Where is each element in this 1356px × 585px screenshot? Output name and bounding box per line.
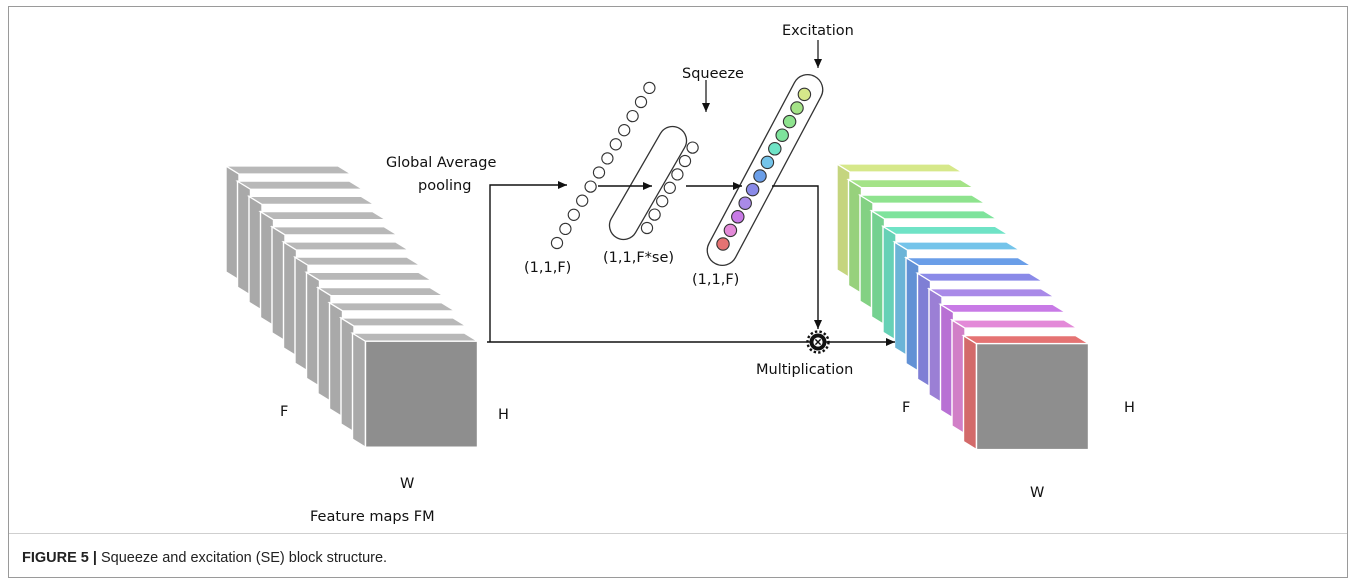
vector-node: [559, 222, 572, 236]
caption-separator: [9, 533, 1347, 534]
vector-node: [753, 169, 767, 183]
excitation-to-mult-arrow: [772, 185, 822, 329]
feature-slice-top: [246, 195, 377, 205]
feature-slice-top: [880, 225, 1011, 235]
vector-node: [663, 181, 676, 194]
feature-slice-top: [258, 211, 388, 221]
squeezed-dims-label: (1,1,F*se): [603, 250, 674, 266]
vector-node: [576, 194, 589, 207]
feature-slice-top: [304, 271, 434, 281]
figure-number: FIGURE 5 |: [22, 550, 97, 566]
input-feature-stack: [223, 164, 480, 449]
pooling-label: pooling: [418, 178, 471, 194]
squeeze-capsule: [608, 125, 688, 241]
excited-vector: [706, 74, 824, 266]
multiplication-label: Multiplication: [756, 362, 853, 378]
multiplication-operator: [806, 330, 830, 354]
feature-slice-top: [915, 272, 1045, 282]
output-h-label: H: [1124, 400, 1135, 416]
feature-slice-top: [903, 257, 1034, 267]
vector-node: [643, 81, 656, 95]
vector-node: [768, 142, 782, 156]
vector-node: [609, 138, 622, 151]
feature-slice-top: [846, 179, 976, 189]
input-f-label: F: [280, 404, 288, 420]
vector-node: [716, 237, 730, 251]
vector-node: [671, 168, 684, 181]
input-h-label: H: [498, 407, 509, 423]
feature-slice-top: [961, 335, 1091, 345]
feature-slice: [351, 331, 367, 449]
feature-slice-top: [869, 210, 999, 220]
vector-node: [731, 210, 745, 224]
output-feature-stack: [834, 162, 1091, 451]
input-w-label: W: [400, 476, 414, 492]
connector-arrows: [487, 40, 895, 346]
input-title-label: Feature maps FM: [310, 509, 435, 525]
pooling-arrow: [489, 181, 567, 342]
vector-node: [738, 196, 752, 210]
feature-slice-top: [315, 287, 446, 297]
feature-slice-top: [269, 226, 400, 236]
feature-slice-top: [892, 241, 1022, 251]
vector-node: [797, 87, 812, 102]
feature-slice-top: [949, 319, 1080, 329]
excitation-capsule: [706, 74, 824, 266]
vector-node: [567, 208, 580, 221]
feature-slice-top: [292, 256, 423, 266]
excited-dims-label: (1,1,F): [692, 272, 739, 288]
vector-node: [648, 208, 661, 221]
front-face: [364, 340, 479, 448]
feature-slice-top: [223, 165, 354, 175]
feature-slice-top: [857, 194, 988, 204]
vector-node: [723, 223, 738, 238]
feature-slice-top: [350, 332, 480, 342]
vector-node: [760, 155, 775, 170]
vector-node: [626, 109, 639, 123]
vector-node: [745, 182, 760, 197]
feature-slice-top: [327, 302, 457, 312]
feature-slice-top: [338, 317, 469, 327]
pooled-vector: [550, 81, 656, 250]
vector-node: [640, 221, 654, 235]
vector-node: [782, 114, 797, 129]
vector-node: [686, 141, 699, 154]
global-average-label: Global Average: [386, 155, 496, 171]
vector-node: [634, 95, 648, 109]
vector-node: [550, 236, 564, 250]
feature-slice-top: [926, 288, 1057, 298]
vector-node: [618, 124, 631, 137]
output-w-label: W: [1030, 485, 1044, 501]
feature-slice-top: [938, 303, 1068, 313]
vector-node: [790, 101, 804, 115]
figure-caption: FIGURE 5 | Squeeze and excitation (SE) bl…: [22, 550, 387, 566]
pooled-dims-label: (1,1,F): [524, 260, 571, 276]
vector-node: [775, 128, 789, 142]
vector-node: [678, 154, 692, 168]
caption-text: Squeeze and excitation (SE) block struct…: [100, 550, 388, 566]
feature-slice-top: [281, 241, 411, 251]
figure-frame: [8, 6, 1348, 578]
feature-slice-top: [834, 163, 965, 173]
squeezed-vector: [608, 125, 699, 241]
vector-node: [584, 180, 597, 193]
vector-node: [592, 166, 606, 179]
front-face: [975, 342, 1090, 451]
vector-node: [601, 152, 614, 165]
feature-slice: [962, 334, 978, 451]
vector-node: [656, 195, 669, 208]
feature-slice-top: [235, 180, 365, 190]
output-f-label: F: [902, 400, 910, 416]
excitation-label: Excitation: [782, 23, 854, 39]
squeeze-label: Squeeze: [682, 66, 744, 82]
